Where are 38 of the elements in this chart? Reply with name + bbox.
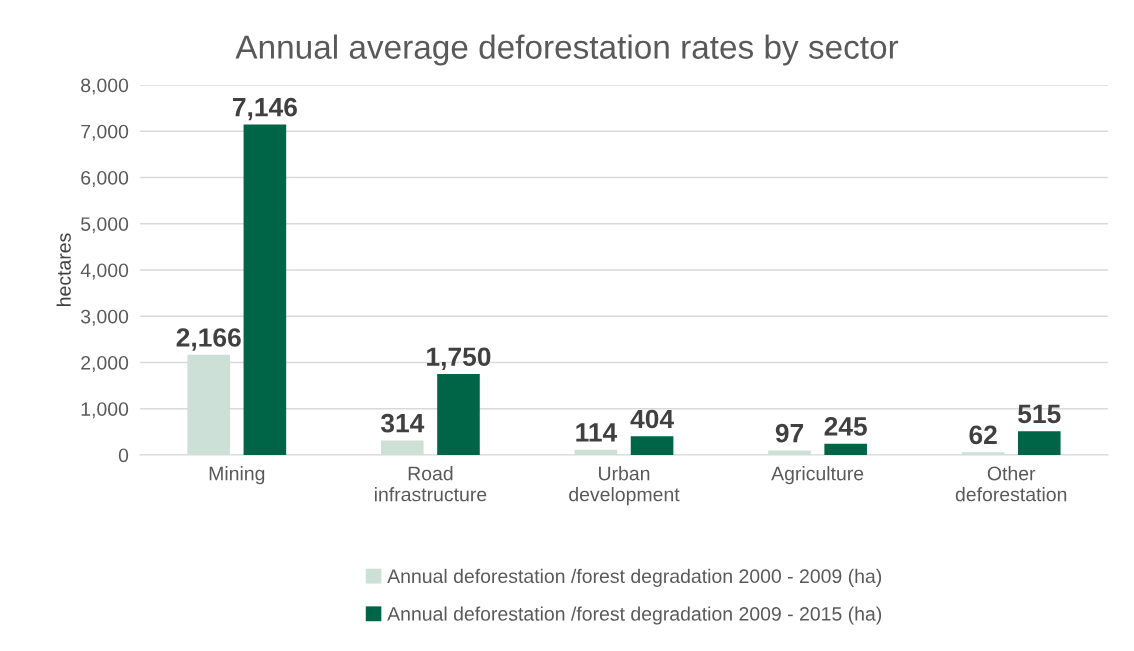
bar [243,124,287,455]
y-tick-label: 7,000 [81,124,129,141]
legend-label: Annual deforestation /forest degradation 2009 - 2015 (ha) [387,606,882,625]
data-label: 7,146 [232,97,297,121]
data-label: 2,166 [176,328,241,351]
bar [961,452,1005,455]
data-label: 114 [576,423,618,442]
y-axis-title: hectares [56,233,71,306]
y-tick-label: 1,000 [81,402,129,419]
bar [187,354,231,455]
y-tick-label: 8,000 [81,78,129,95]
data-label: 245 [824,416,867,436]
data-label: 1,750 [427,347,491,370]
legend-label: Annual deforestation /forest degradation 2000 - 2009 (ha) [387,568,882,587]
y-tick-label: 0 [118,448,129,463]
y-tick-label: 2,000 [81,355,129,373]
data-label: 314 [380,413,425,433]
data-label: 515 [1018,404,1061,424]
data-label: 404 [630,409,674,429]
x-tick-label: Urban development [569,466,680,506]
x-tick-label: Road infrastructure [374,466,487,502]
bar [574,449,618,455]
y-tick-label: 6,000 [81,170,129,188]
chart-title: Annual average deforestation rates by sector [235,34,899,66]
y-tick-label: 3,000 [80,309,129,326]
x-tick-label: Other deforestation [955,466,1067,502]
bar [630,436,674,455]
bar [381,440,424,455]
data-label: 97 [775,423,804,443]
x-tick-label: Agriculture [771,466,864,485]
bar [1017,431,1061,455]
data-label: 62 [969,425,997,445]
x-tick-label: Mining [209,466,265,485]
bar [437,374,480,455]
bar [768,450,811,455]
y-tick-label: 5,000 [81,217,129,234]
y-tick-label: 4,000 [80,263,129,280]
bar [824,443,867,455]
